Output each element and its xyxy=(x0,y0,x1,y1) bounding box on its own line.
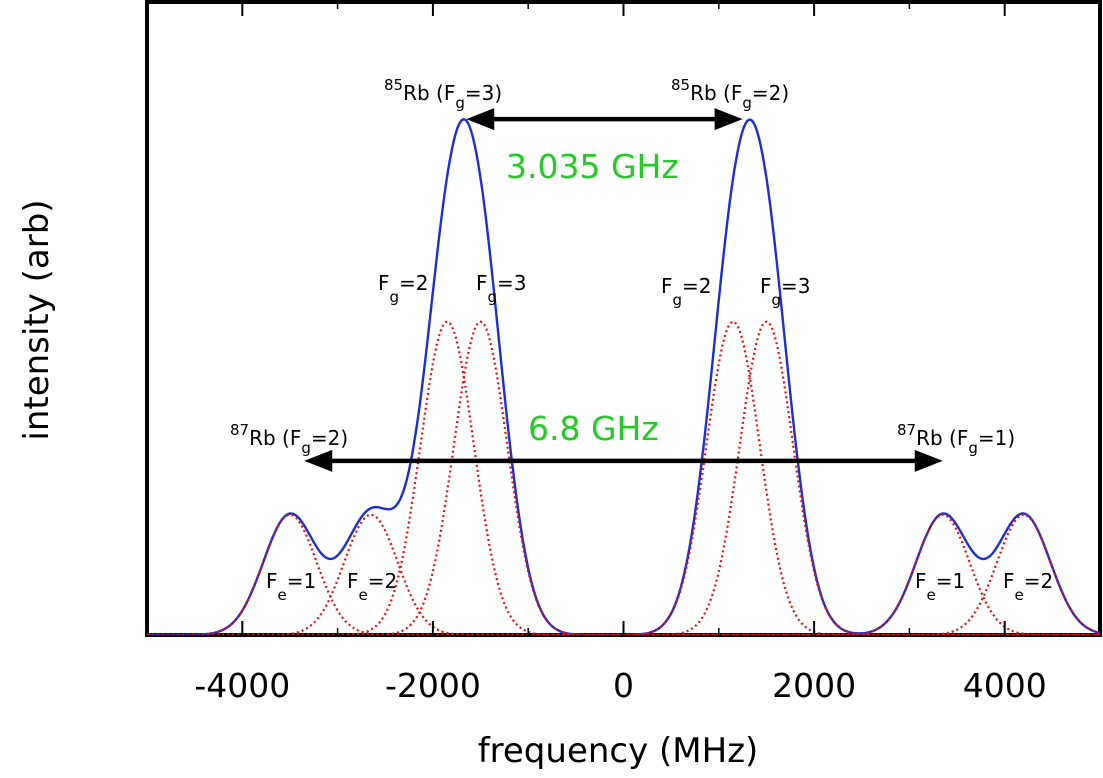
x-tick-label: -2000 xyxy=(385,666,481,705)
arrow-layer xyxy=(304,108,943,472)
fg-label-1: Fg=2 xyxy=(378,271,429,306)
fe-label-4: Fe=2 xyxy=(1003,569,1053,604)
split-87-arrow xyxy=(304,449,943,472)
fg-label-4: Fg=3 xyxy=(760,274,811,309)
series-layer xyxy=(147,118,1100,635)
tick-layer: -4000 -2000 0 2000 4000 xyxy=(194,2,1047,705)
label-rb87-fg2: 87Rb (Fg=2) xyxy=(230,421,348,457)
plot-frame xyxy=(145,0,1102,637)
split-87-label: 6.8 GHz xyxy=(528,409,659,448)
fe-label-3: Fe=1 xyxy=(915,569,965,604)
fe-label-2: Fe=2 xyxy=(347,569,397,604)
split-85-arrow xyxy=(466,108,743,131)
fg-label-3: Fg=2 xyxy=(661,274,712,309)
label-rb85-fg2: 85Rb (Fg=2) xyxy=(671,76,789,112)
label-rb85-fg3: 85Rb (Fg=3) xyxy=(384,76,502,112)
x-tick-label: 0 xyxy=(613,666,634,705)
total-spectrum-line xyxy=(147,118,1100,635)
x-tick-label: 2000 xyxy=(772,666,856,705)
y-axis-title: intensity (arb) xyxy=(17,199,57,440)
split-85-label: 3.035 GHz xyxy=(506,147,679,186)
fg-label-2: Fg=3 xyxy=(476,271,527,306)
x-axis-title: frequency (MHz) xyxy=(478,731,759,771)
x-tick-label: -4000 xyxy=(194,666,290,705)
fe-label-1: Fe=1 xyxy=(266,569,316,604)
x-tick-label: 4000 xyxy=(963,666,1047,705)
label-rb87-fg1: 87Rb (Fg=1) xyxy=(897,421,1015,457)
